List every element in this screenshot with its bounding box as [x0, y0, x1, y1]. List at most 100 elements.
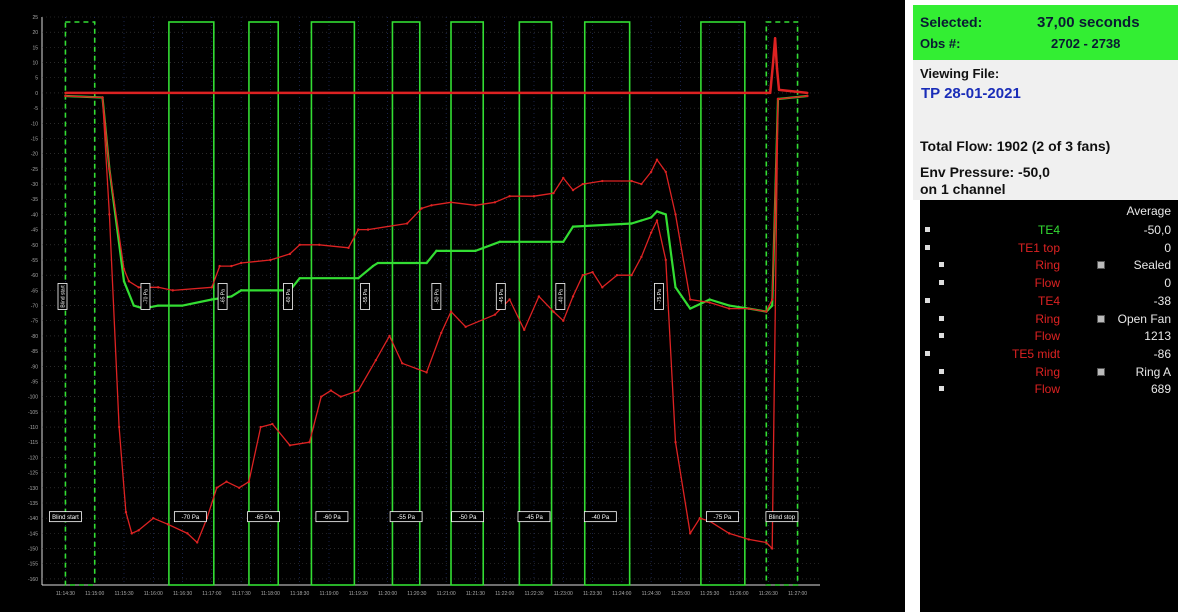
series-point — [513, 240, 516, 243]
series-point — [688, 307, 692, 310]
ring-toggle-icon[interactable] — [1097, 367, 1105, 376]
x-tick-label: 11:15:30 — [114, 591, 133, 597]
channel-row[interactable]: Ring Sealed — [920, 256, 1178, 273]
channel-row[interactable]: TE4 -50,0 — [920, 221, 1178, 238]
vertical-label-box — [360, 283, 371, 310]
series-point — [776, 97, 780, 101]
series-point — [374, 359, 378, 362]
channel-row[interactable]: TE4 -38 — [920, 292, 1178, 309]
channel-label: Ring — [1035, 364, 1060, 379]
series-point — [449, 310, 453, 313]
series-point — [347, 246, 350, 250]
y-tick-label: -60 — [31, 273, 38, 279]
series-point — [319, 395, 323, 398]
env-pressure: Env Pressure: -50,0 — [920, 164, 1050, 180]
channel-checkbox[interactable] — [925, 227, 930, 232]
y-tick-label: -155 — [28, 562, 38, 568]
channel-row[interactable]: TE5 midt -86 — [920, 345, 1178, 362]
series-point — [259, 425, 262, 429]
segment-label: -45 Pa — [525, 515, 543, 521]
series-point — [405, 222, 409, 225]
channel-checkbox[interactable] — [939, 333, 944, 339]
segment-label: Blind start — [52, 515, 79, 521]
channel-row[interactable]: Flow 689 — [920, 380, 1178, 397]
series-point — [230, 264, 233, 268]
series-point — [674, 286, 677, 289]
series-point — [298, 243, 301, 247]
ring-toggle-icon[interactable] — [1097, 314, 1105, 323]
series-point — [775, 67, 779, 70]
x-tick-label: 11:14:30 — [56, 591, 75, 597]
series-point — [371, 264, 375, 268]
series-point — [552, 310, 555, 313]
series-point — [64, 91, 67, 95]
y-tick-label: -145 — [28, 531, 38, 537]
y-tick-label: -105 — [28, 410, 38, 416]
channel-checkbox[interactable] — [939, 280, 944, 286]
segment-label: -75 Pa — [714, 515, 732, 521]
series-point — [562, 176, 565, 180]
segment-label-box — [765, 511, 799, 523]
env-channel: on 1 channel — [920, 181, 1006, 197]
series-point — [655, 158, 659, 161]
series-point — [728, 532, 731, 535]
channel-checkbox[interactable] — [925, 297, 930, 303]
series-point — [425, 261, 428, 265]
channel-label: TE1 top — [1017, 240, 1060, 255]
channel-average-value: -38 — [1153, 293, 1171, 308]
series-point — [537, 295, 541, 298]
series-point — [464, 325, 467, 329]
series-line — [65, 37, 808, 95]
segment-label-box — [315, 511, 349, 523]
series-point — [769, 91, 772, 95]
series-point — [156, 286, 160, 289]
x-tick-label: 11:17:30 — [232, 591, 251, 597]
channel-row[interactable]: TE1 top 0 — [920, 239, 1178, 256]
segment-label-box — [517, 511, 551, 523]
channel-row[interactable]: Flow 1213 — [920, 327, 1178, 344]
channel-checkbox[interactable] — [939, 386, 944, 392]
series-point — [552, 191, 555, 195]
series-point — [156, 304, 160, 307]
channel-row[interactable]: Ring Open Fan — [920, 310, 1178, 327]
series-point — [655, 219, 659, 222]
series-point — [771, 61, 775, 64]
segment-label-box — [705, 511, 739, 523]
x-tick-label: 11:23:00 — [554, 591, 573, 597]
channel-row[interactable]: Flow 0 — [920, 274, 1178, 291]
y-tick-label: -135 — [28, 501, 38, 507]
series-point — [108, 167, 111, 171]
segment-label-box — [49, 511, 82, 523]
series-point — [708, 298, 711, 301]
channel-row[interactable]: Ring Ring A — [920, 363, 1178, 380]
vertical-label: -40 Pa — [558, 289, 564, 304]
series-point — [571, 188, 575, 192]
channel-checkbox[interactable] — [939, 262, 944, 268]
segment-label-box — [173, 511, 207, 523]
series-point — [181, 304, 184, 307]
series-point — [269, 258, 272, 262]
series-point — [664, 258, 667, 262]
test-region-box — [168, 21, 215, 586]
series-point — [806, 94, 809, 98]
series-point — [688, 532, 692, 535]
series-line — [65, 94, 808, 313]
x-tick-label: 11:23:30 — [583, 591, 602, 597]
channel-checkbox[interactable] — [925, 244, 930, 250]
y-tick-label: -95 — [31, 379, 38, 385]
channel-checkbox[interactable] — [939, 315, 944, 321]
series-point — [640, 182, 643, 186]
series-point — [591, 270, 594, 274]
segment-label: -70 Pa — [182, 515, 200, 521]
channel-checkbox[interactable] — [939, 368, 944, 374]
test-region-box — [765, 21, 799, 586]
series-point — [532, 195, 536, 198]
series-point — [649, 231, 653, 234]
channel-checkbox[interactable] — [925, 350, 930, 356]
ring-toggle-icon[interactable] — [1097, 261, 1105, 270]
segment-label: -60 Pa — [323, 515, 341, 521]
x-tick-label: 11:25:30 — [700, 591, 719, 597]
y-tick-label: -50 — [31, 243, 38, 249]
series-point — [508, 195, 511, 198]
series-point — [630, 179, 633, 183]
